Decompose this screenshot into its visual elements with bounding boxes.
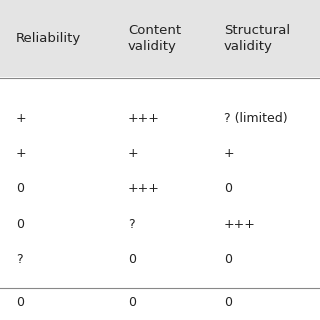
Text: +++: +++ xyxy=(128,112,160,125)
Text: 0: 0 xyxy=(128,253,136,266)
Text: ?: ? xyxy=(16,253,23,266)
Text: +++: +++ xyxy=(224,218,256,230)
Text: Content
validity: Content validity xyxy=(128,24,181,53)
Text: +++: +++ xyxy=(128,182,160,195)
Text: +: + xyxy=(128,147,139,160)
Text: +: + xyxy=(224,147,235,160)
Text: ? (limited): ? (limited) xyxy=(224,112,288,125)
Text: +: + xyxy=(16,112,27,125)
Text: 0: 0 xyxy=(224,182,232,195)
Text: 0: 0 xyxy=(16,296,24,309)
Text: 0: 0 xyxy=(16,218,24,230)
Text: Reliability: Reliability xyxy=(16,32,81,45)
Text: 0: 0 xyxy=(224,296,232,309)
Text: 0: 0 xyxy=(16,182,24,195)
Text: ?: ? xyxy=(128,218,135,230)
Bar xyxy=(0,0,320,77)
Text: 0: 0 xyxy=(224,253,232,266)
Text: 0: 0 xyxy=(128,296,136,309)
Text: Structural
validity: Structural validity xyxy=(224,24,290,53)
Text: +: + xyxy=(16,147,27,160)
